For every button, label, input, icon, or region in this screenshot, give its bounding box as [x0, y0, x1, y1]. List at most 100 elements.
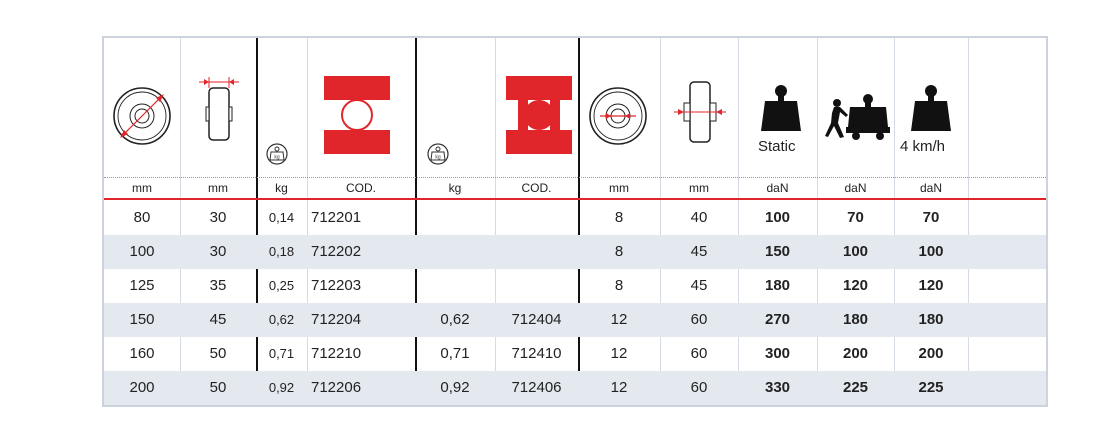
cell-bore-diameter: 12 — [610, 311, 628, 328]
table-row: 125 35 0,25 712203 8 45 180 120 120 — [104, 269, 1046, 303]
cell-weight-ball: 0,71 — [440, 345, 470, 362]
cell-bore-diameter: 8 — [614, 209, 624, 226]
static-label: Static — [758, 138, 796, 155]
cell-weight-plain: 0,14 — [268, 210, 295, 225]
svg-text:kg: kg — [274, 155, 280, 161]
unit-weight-plain: kg — [275, 181, 288, 195]
cell-weight-plain: 0,62 — [268, 312, 295, 327]
cell-code-ball: 712406 — [511, 379, 562, 396]
cell-static-load: 100 — [764, 209, 791, 226]
cell-speed-load: 225 — [918, 379, 944, 396]
cell-static-load: 150 — [764, 243, 791, 260]
cell-speed-load: 100 — [918, 243, 944, 260]
cell-code-plain: 712210 — [311, 345, 362, 362]
cell-bore-diameter: 8 — [614, 243, 624, 260]
cell-wheel-diameter: 100 — [129, 243, 155, 260]
cell-bore-diameter: 8 — [614, 277, 624, 294]
table-row: 100 30 0,18 712202 8 45 150 100 100 — [104, 235, 1046, 269]
table-row: 80 30 0,14 712201 8 40 100 70 70 — [104, 201, 1046, 235]
cell-code-ball: 712404 — [511, 311, 562, 328]
cell-hub-length: 60 — [690, 311, 708, 328]
unit-static-load: daN — [766, 181, 789, 195]
cell-weight-plain: 0,71 — [268, 346, 295, 361]
cell-wheel-width: 45 — [209, 311, 227, 328]
table-row: 150 45 0,62 712204 0,62 712404 12 60 270 180 180 — [104, 303, 1046, 337]
cell-weight-ball — [415, 201, 495, 235]
plain-bore-hub-icon — [324, 76, 390, 154]
static-load-icon — [761, 85, 801, 131]
cell-weight-plain: 0,18 — [268, 244, 295, 259]
cell-code-plain: 712201 — [311, 209, 362, 226]
cell-wheel-width: 30 — [209, 209, 227, 226]
cell-wheel-diameter: 125 — [129, 277, 155, 294]
cell-bore-diameter: 12 — [610, 345, 628, 362]
unit-code-ball: COD. — [521, 181, 552, 195]
cell-code-ball — [495, 235, 578, 269]
cell-trolley-load: 120 — [842, 277, 869, 294]
cell-weight-plain: 0,92 — [268, 380, 295, 395]
cell-trolley-load: 200 — [842, 345, 869, 362]
cell-wheel-diameter: 200 — [129, 379, 155, 396]
unit-hub-length: mm — [689, 181, 709, 195]
cell-wheel-diameter: 80 — [133, 209, 151, 226]
cell-static-load: 180 — [764, 277, 791, 294]
unit-code-plain: COD. — [346, 181, 376, 195]
cell-bore-diameter: 12 — [610, 379, 628, 396]
unit-trolley-load: daN — [844, 181, 867, 195]
cell-weight-plain: 0,25 — [268, 278, 295, 293]
speed-label: 4 km/h — [900, 138, 946, 155]
cell-speed-load: 180 — [918, 311, 944, 328]
unit-speed-load: daN — [919, 181, 942, 195]
cell-wheel-width: 50 — [209, 345, 227, 362]
cell-code-plain: 712202 — [311, 243, 362, 260]
cell-code-plain: 712206 — [311, 379, 362, 396]
product-spec-table: kg kg Sta — [102, 36, 1048, 407]
cell-wheel-width: 30 — [209, 243, 227, 260]
cell-speed-load: 120 — [918, 277, 944, 294]
cell-code-plain: 712204 — [311, 311, 362, 328]
table-row: 200 50 0,92 712206 0,92 712406 12 60 330 225 225 — [104, 371, 1046, 405]
cell-weight-ball — [415, 269, 495, 303]
wheel-width-icon — [199, 77, 239, 141]
unit-wheel-width: mm — [208, 181, 228, 195]
svg-text:kg: kg — [435, 155, 441, 161]
ball-bearing-hub-icon — [506, 76, 572, 154]
cell-trolley-load: 180 — [842, 311, 869, 328]
cell-hub-length: 60 — [690, 345, 708, 362]
cell-weight-ball: 0,62 — [440, 311, 470, 328]
units-divider — [104, 198, 1046, 200]
bore-diameter-icon — [589, 87, 647, 145]
cell-hub-length: 45 — [690, 243, 708, 260]
cell-trolley-load: 70 — [847, 209, 864, 226]
header-divider — [104, 177, 1046, 178]
cell-trolley-load: 100 — [842, 243, 869, 260]
cell-weight-ball — [415, 235, 495, 269]
cell-code-ball — [495, 269, 578, 303]
table-row: 160 50 0,71 712210 0,71 712410 12 60 300 200 200 — [104, 337, 1046, 371]
cell-hub-length: 40 — [690, 209, 708, 226]
cell-weight-ball: 0,92 — [440, 379, 470, 396]
cell-speed-load: 200 — [918, 345, 944, 362]
speed-load-icon — [911, 85, 951, 131]
cell-wheel-diameter: 160 — [129, 345, 155, 362]
cell-code-ball — [495, 201, 578, 235]
weight-icon: kg — [427, 143, 449, 165]
cell-static-load: 270 — [764, 311, 791, 328]
cell-static-load: 330 — [764, 379, 791, 396]
cell-trolley-load: 225 — [842, 379, 869, 396]
unit-wheel-diameter: mm — [132, 181, 152, 195]
cell-wheel-width: 35 — [209, 277, 227, 294]
cell-code-ball: 712410 — [511, 345, 562, 362]
unit-weight-ball: kg — [448, 181, 462, 195]
cell-wheel-width: 50 — [209, 379, 227, 396]
hub-length-icon — [674, 81, 726, 143]
cell-wheel-diameter: 150 — [129, 311, 155, 328]
cell-hub-length: 60 — [690, 379, 708, 396]
wheel-diameter-icon — [113, 87, 171, 145]
weight-icon: kg — [266, 143, 288, 165]
cell-hub-length: 45 — [690, 277, 708, 294]
cell-speed-load: 70 — [922, 209, 940, 226]
cell-code-plain: 712203 — [311, 277, 362, 294]
unit-bore-diameter: mm — [609, 181, 629, 195]
trolley-load-icon — [825, 94, 890, 140]
